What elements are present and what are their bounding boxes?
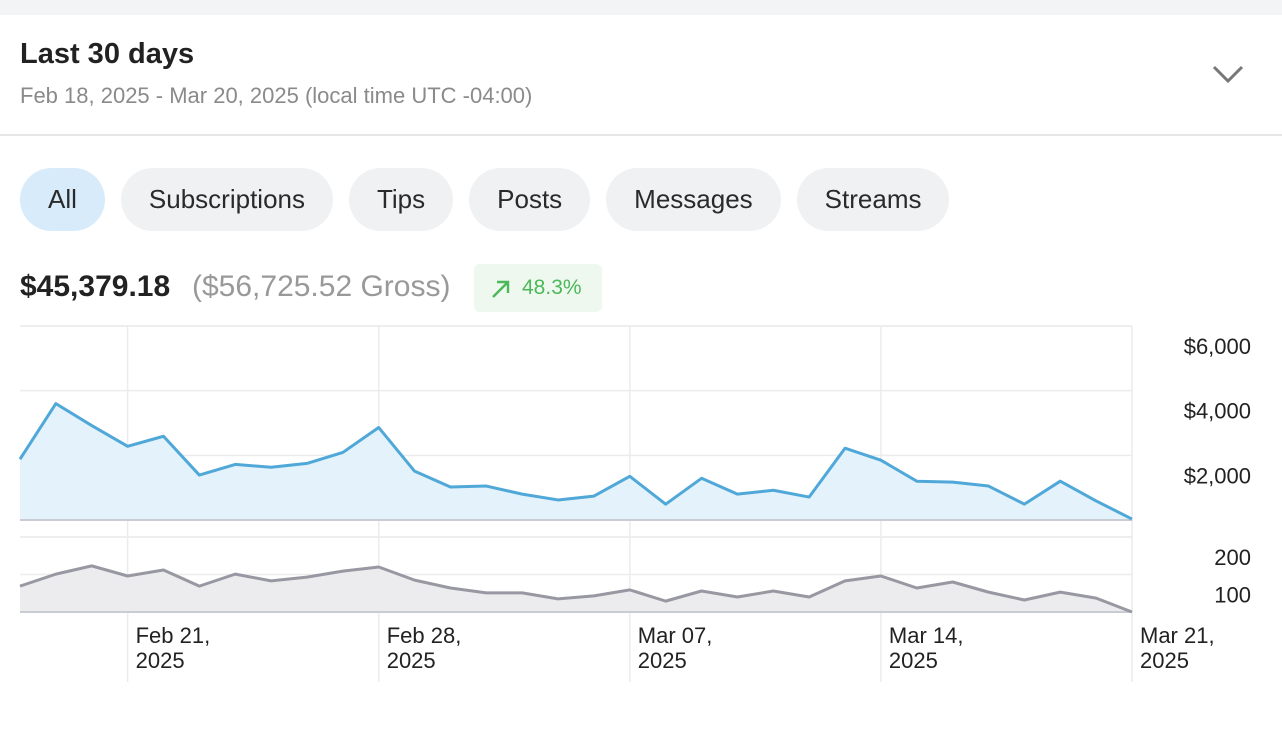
top-bar <box>0 0 1282 15</box>
divider <box>0 134 1282 136</box>
up-arrow <box>492 280 510 298</box>
x-tick-label: Feb 28, 2025 <box>386 623 462 673</box>
y-tick-label: $6,000 <box>1184 334 1251 359</box>
filter-tab[interactable]: Posts <box>469 168 591 231</box>
filter-tab[interactable]: Streams <box>796 168 950 231</box>
tab-bar: All Subscriptions Tips Posts Messages Streams <box>20 168 950 231</box>
x-tick-label: Feb 21, 2025 <box>135 623 211 673</box>
net-amount: $45,379.18 <box>20 270 171 303</box>
filter-tab[interactable]: Messages <box>606 168 781 231</box>
area-line <box>18 402 1133 521</box>
gross-amount: ($56,725.52 Gross) <box>192 270 451 303</box>
x-tick-label: Mar 21, 2025 <box>1140 623 1215 673</box>
y-tick-label: 200 <box>1214 545 1251 570</box>
dropdown-chevron[interactable] <box>1210 62 1246 86</box>
y-tick-label: $4,000 <box>1184 399 1251 424</box>
x-tick-label: Mar 07, 2025 <box>637 623 713 673</box>
area-fill <box>20 565 1132 612</box>
y-tick-label: 100 <box>1214 583 1251 608</box>
period-title: Last 30 days <box>20 38 195 70</box>
change-value: 48.3% <box>522 276 582 299</box>
x-tick-label: Mar 14, 2025 <box>888 623 964 673</box>
area-line <box>19 564 1133 614</box>
filter-tab[interactable]: Tips <box>348 168 454 231</box>
y-tick-label: $2,000 <box>1184 463 1251 488</box>
period-range: Feb 18, 2025 - Mar 20, 2025 (local time … <box>20 83 533 108</box>
area-fill <box>20 403 1132 520</box>
filter-tab[interactable]: All <box>20 168 105 231</box>
filter-tab[interactable]: Subscriptions <box>120 168 333 231</box>
change-badge: 48.3% <box>474 264 602 312</box>
